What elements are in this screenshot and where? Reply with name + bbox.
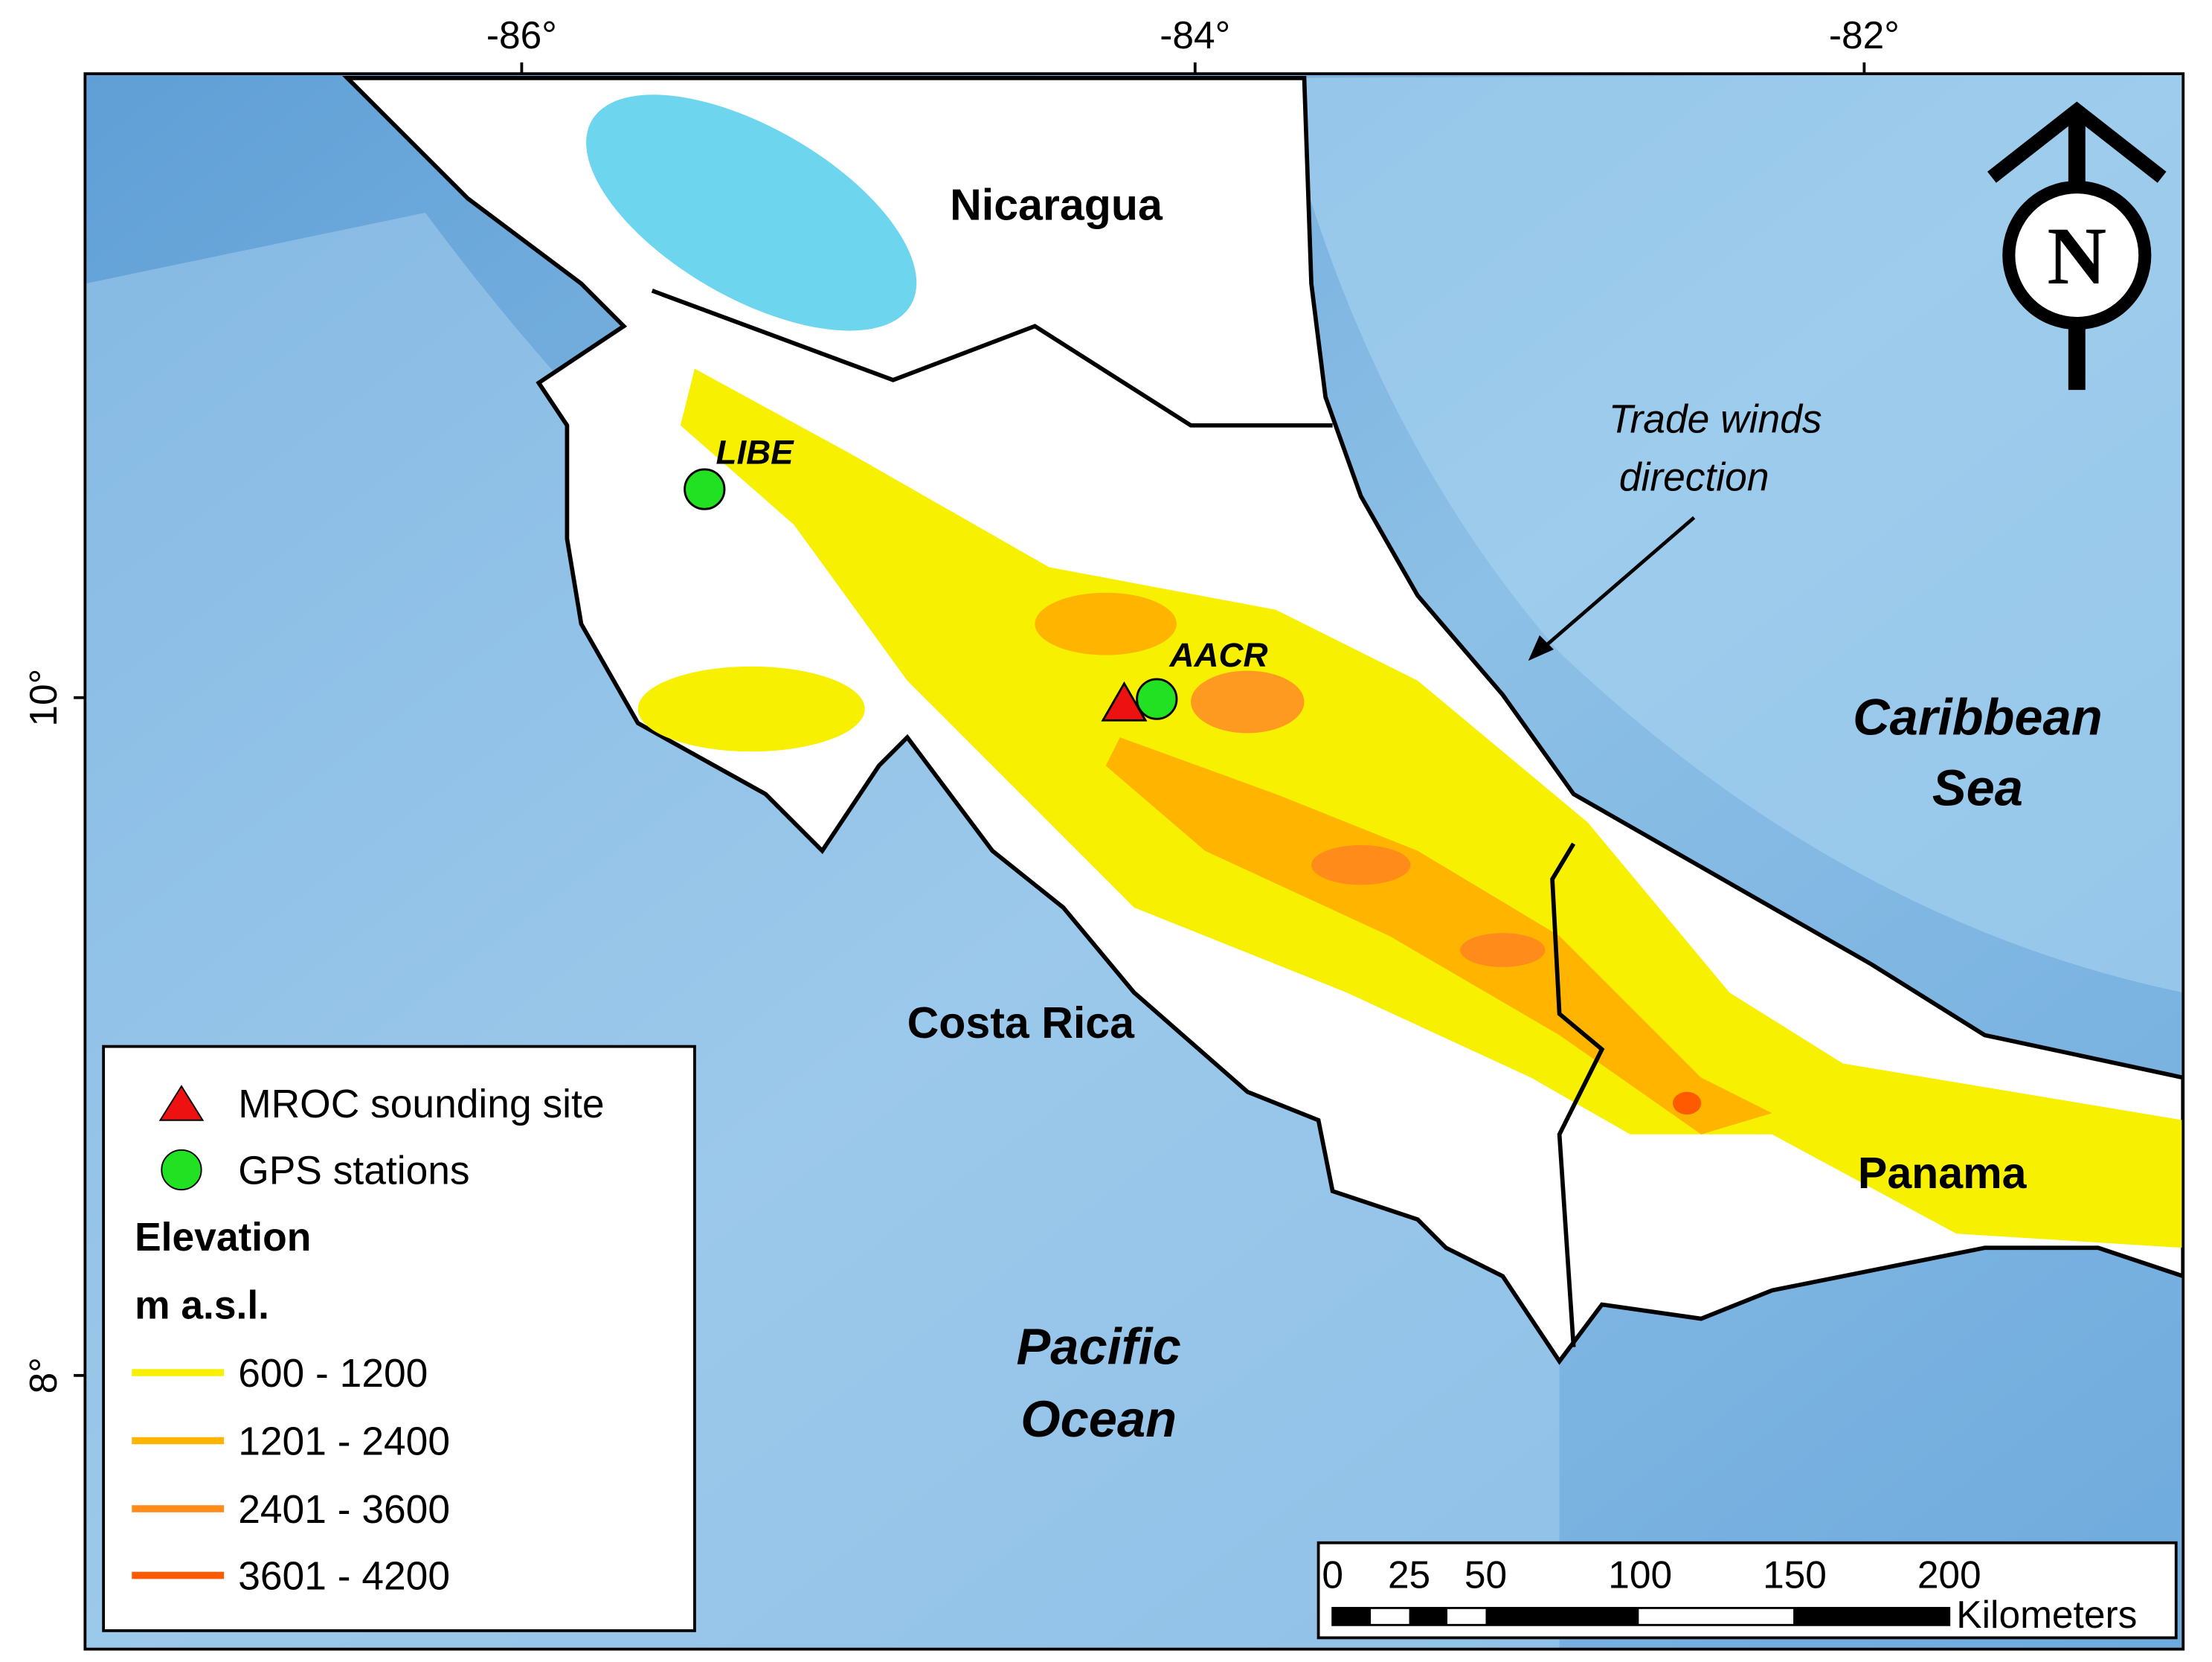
annotation: Trade winds [1609,397,1822,441]
gps-station [1136,678,1178,720]
country-label: Panama [1858,1149,2028,1198]
legend-box [102,1045,696,1632]
scale-segment [1793,1608,1949,1626]
country-label: Costa Rica [907,998,1135,1047]
elevation-3601-4200 [1673,1091,1702,1115]
station-label: LIBE [716,433,795,471]
x-tick-label: -84° [1160,13,1230,57]
x-tick-label: -86° [486,13,557,57]
north-arrow: N [1987,101,2167,391]
gps-station [684,468,726,510]
sounding-site [1101,681,1148,722]
border [1550,842,1605,1347]
sea-label: Ocean [1020,1390,1177,1448]
y-tick-label: 10° [22,669,65,727]
map-area: Nicaragua Costa Rica Panama Caribbean Se… [85,74,2184,1649]
sea-label: Caribbean [1853,688,2103,745]
scale-label: 100 [1608,1553,1672,1597]
elevation-2401-3600 [1460,933,1546,967]
legend-symbol [161,1149,202,1191]
elevation-1201-2400 [1035,592,1177,655]
elevation-600-1200 [680,368,2184,1248]
legend-symbol [158,1085,205,1121]
legend-entry: 1201 - 2400 [238,1420,450,1464]
elevation-2401-3600 [1191,670,1305,734]
elevation-2401-3600 [1311,844,1411,885]
legend-entry: MROC sounding site [238,1082,604,1126]
scale-label: 200 [1917,1553,1981,1597]
legend-entry: 600 - 1200 [238,1352,428,1396]
wind-arrow [1537,516,1696,654]
scale-unit: Kilometers [1956,1593,2137,1636]
y-tick-label: 8° [22,1357,65,1393]
legend: MROC sounding site GPS stations Elevatio… [102,1045,696,1632]
scale-label: 0 [1322,1553,1343,1597]
shelf [1276,74,2184,993]
scale-label: 50 [1465,1553,1507,1597]
annotation: direction [1619,455,1769,499]
scale-label: 150 [1763,1553,1827,1597]
sea-label: Sea [1932,760,2023,817]
lake [586,94,917,331]
x-tick-label: -82° [1829,13,1900,57]
elevation-1201-2400 [1105,737,1772,1135]
scale-label: 25 [1388,1553,1430,1597]
scale-segment [1485,1608,1639,1626]
map-frame [83,72,2185,1651]
scale-bar: 0 25 50 100 150 200 Kilometers [1316,1541,2178,1640]
border [651,289,1333,428]
legend-heading: Elevation [135,1216,311,1260]
scale-segment [1409,1608,1448,1626]
wind-arrow-head [1528,635,1554,661]
elevation-600-1200 [637,666,865,752]
country-label: Nicaragua [950,180,1163,229]
station-label: AACR [1168,636,1267,674]
legend-entry: GPS stations [238,1149,469,1193]
legend-entry: 2401 - 3600 [238,1488,450,1532]
legend-entry: 3601 - 4200 [238,1555,450,1599]
sea-label: Pacific [1017,1318,1181,1376]
scale-segment [1332,1608,1372,1626]
north-label: N [2047,210,2106,301]
legend-heading: m a.s.l. [135,1284,269,1328]
